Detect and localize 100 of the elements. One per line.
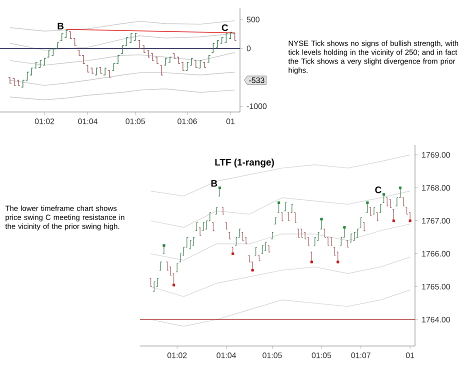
candlestick (297, 228, 300, 238)
candlestick (216, 40, 220, 48)
point (162, 244, 166, 247)
candlestick (38, 60, 42, 68)
candlestick (168, 56, 172, 63)
candlestick (194, 60, 198, 68)
candlestick (138, 40, 142, 49)
candlestick (129, 33, 133, 44)
line-series (10, 88, 236, 100)
candlestick (155, 56, 159, 64)
candlestick (268, 245, 270, 252)
candlestick (392, 208, 396, 222)
candlestick (300, 228, 304, 238)
point (218, 186, 222, 190)
candlestick (149, 278, 152, 287)
candlestick (198, 60, 202, 68)
candlestick (108, 70, 112, 78)
candlestick (224, 222, 228, 230)
candlestick (330, 236, 333, 246)
candlestick (290, 204, 294, 213)
candlestick (103, 68, 107, 76)
candlestick (181, 62, 185, 71)
candlestick (162, 245, 166, 254)
point (366, 201, 369, 204)
point (343, 226, 346, 229)
candlestick (388, 199, 392, 208)
candlestick (362, 222, 366, 231)
candlestick (164, 58, 168, 66)
candlestick (185, 62, 190, 71)
point (398, 186, 402, 190)
candlestick (382, 194, 386, 203)
candlestick (190, 58, 194, 66)
candlestick (224, 33, 228, 44)
candlestick (220, 37, 224, 44)
candlestick (159, 262, 162, 271)
line-series (10, 20, 236, 32)
annotation: B (211, 180, 218, 187)
candlestick (376, 212, 379, 222)
candlestick (287, 212, 290, 222)
candlestick (42, 58, 46, 66)
candlestick (159, 64, 164, 76)
candlestick (215, 207, 218, 214)
candlestick (294, 212, 297, 223)
point (382, 193, 386, 196)
point (232, 252, 234, 256)
candlestick (212, 222, 215, 231)
candlestick (316, 232, 320, 241)
candlestick (176, 263, 179, 272)
point (392, 219, 395, 222)
candlestick (352, 232, 356, 241)
annotation: C (222, 24, 228, 32)
candlestick (188, 240, 192, 250)
candlestick (270, 232, 274, 240)
point (310, 260, 313, 264)
candlestick (320, 218, 323, 230)
annotation: B (58, 22, 64, 30)
candlestick (12, 78, 16, 86)
candlestick (284, 202, 287, 212)
candlestick (150, 53, 155, 61)
candlestick (152, 281, 156, 292)
line-series (10, 72, 236, 86)
candlestick (222, 207, 224, 214)
candlestick (264, 242, 268, 251)
candlestick (94, 68, 98, 76)
candlestick (192, 236, 195, 246)
text: LTF (1-range) (215, 158, 274, 168)
candlestick (359, 217, 362, 228)
candlestick (277, 202, 280, 213)
candlestick (195, 222, 198, 231)
candlestick (280, 212, 284, 222)
candlestick (64, 30, 68, 38)
candlestick (356, 228, 360, 238)
line-series (10, 52, 236, 66)
candlestick (133, 33, 138, 41)
candlestick (310, 252, 314, 262)
candlestick (8, 76, 12, 84)
point (408, 219, 412, 222)
candlestick (254, 246, 258, 256)
candlestick (350, 234, 352, 243)
candlestick (372, 207, 376, 214)
candlestick (86, 64, 90, 72)
candlestick (241, 232, 244, 241)
candlestick (47, 50, 51, 58)
candlestick (178, 253, 182, 262)
candlestick (274, 217, 277, 224)
candlestick (402, 197, 405, 206)
point (278, 201, 280, 204)
candlestick (142, 45, 146, 53)
candlestick (369, 207, 372, 216)
candlestick (218, 188, 222, 196)
point (172, 284, 176, 286)
candlestick (202, 62, 206, 68)
candlestick (146, 50, 150, 58)
candlestick (313, 236, 316, 246)
candlestick (386, 197, 389, 206)
candlestick (207, 55, 211, 63)
point (251, 268, 254, 272)
candlestick (228, 32, 232, 39)
candlestick (379, 204, 382, 213)
candlestick (232, 33, 237, 41)
